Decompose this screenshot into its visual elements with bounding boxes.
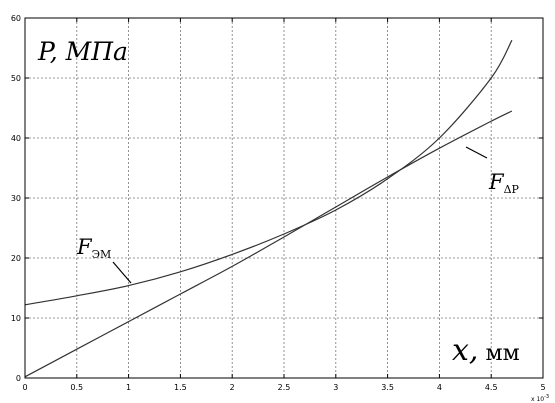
x-axis-label-unit: мм bbox=[478, 341, 519, 366]
y-tick-label: 10 bbox=[11, 314, 21, 323]
x-axis-label: x, мм bbox=[452, 333, 520, 368]
series-label-sub: ЭМ bbox=[92, 248, 112, 261]
x-axis-label-symbol: x, bbox=[452, 333, 478, 368]
x-tick-label: 1.5 bbox=[174, 383, 187, 392]
series-lines bbox=[24, 39, 513, 378]
y-axis-label: P, МПа bbox=[37, 37, 128, 66]
x-tick-label: 0 bbox=[22, 383, 27, 392]
y-tick-label: 0 bbox=[16, 374, 21, 383]
y-tick-label: 50 bbox=[11, 74, 21, 83]
x-axis-exponent-power: -3 bbox=[544, 394, 549, 400]
y-tick-label: 40 bbox=[11, 134, 21, 143]
series-leader-em bbox=[112, 261, 132, 284]
x-axis-exponent-label: x 10-3 bbox=[531, 394, 549, 403]
annotations: P, МПа x, мм x 10-3 FЭМ FΔP bbox=[37, 37, 549, 403]
x-tick-label: 2.5 bbox=[278, 383, 291, 392]
series-label-main: F bbox=[488, 170, 505, 194]
y-tick-label: 60 bbox=[11, 14, 21, 23]
x-tick-label: 3 bbox=[333, 383, 338, 392]
x-tick-label: 2 bbox=[230, 383, 235, 392]
series-line-dp bbox=[24, 110, 513, 378]
x-tick-label: 1 bbox=[126, 383, 131, 392]
x-tick-label: 0.5 bbox=[70, 383, 83, 392]
series-label-main: F bbox=[76, 235, 93, 259]
grid-lines bbox=[25, 18, 543, 378]
x-tick-label: 4.5 bbox=[485, 383, 498, 392]
series-label-sub: ΔP bbox=[504, 183, 520, 196]
x-tick-label: 3.5 bbox=[381, 383, 394, 392]
series-label-em: FЭМ bbox=[76, 235, 111, 261]
series-leader-dp bbox=[465, 146, 488, 159]
x-tick-label: 5 bbox=[540, 383, 545, 392]
x-tick-label: 4 bbox=[437, 383, 442, 392]
y-tick-label: 30 bbox=[11, 194, 21, 203]
series-label-dp: FΔP bbox=[488, 170, 520, 196]
y-tick-label: 20 bbox=[11, 254, 21, 263]
series-line-em bbox=[24, 39, 513, 306]
axes bbox=[24, 17, 544, 379]
